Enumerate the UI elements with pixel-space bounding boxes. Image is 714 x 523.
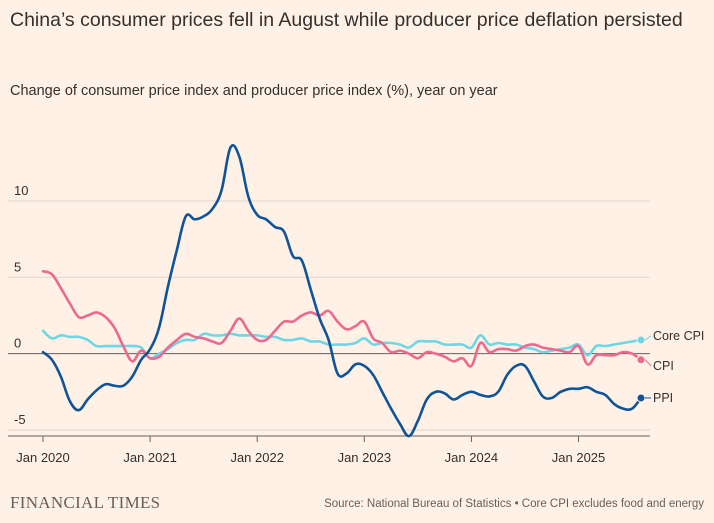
core-cpi-line <box>41 329 643 360</box>
chart-subtitle: Change of consumer price index and produ… <box>10 83 498 99</box>
separator-dot: • <box>514 498 519 510</box>
y-tick-label: -5 <box>14 412 26 427</box>
x-tick-label: Jan 2025 <box>552 450 606 465</box>
footnote-text: Core CPI excludes food and energy <box>521 498 704 510</box>
y-tick-label: 10 <box>14 183 28 198</box>
source-note: Source: National Bureau of Statistics • … <box>324 498 704 510</box>
cpi-label-leader <box>644 359 652 367</box>
x-tick-label: Jan 2022 <box>230 450 284 465</box>
ppi-line <box>41 143 643 438</box>
cpi-endpoint-marker <box>636 355 646 365</box>
core-cpi-endpoint-marker <box>636 335 646 345</box>
core-cpi-label-leader <box>644 335 652 341</box>
series-labels: Core CPI CPI PPI <box>644 329 704 405</box>
ft-brand-logo: FINANCIAL TIMES <box>10 493 161 512</box>
cpi-line <box>41 269 643 368</box>
y-tick-label: 5 <box>14 259 21 274</box>
grid-lines <box>8 200 650 431</box>
ppi-endpoint-marker <box>636 393 646 403</box>
x-tick-label: Jan 2021 <box>123 450 177 465</box>
cpi-series-label: CPI <box>653 359 674 373</box>
x-tick-label: Jan 2024 <box>445 450 499 465</box>
x-axis: Jan 2020 Jan 2021 Jan 2022 Jan 2023 Jan 2024… <box>8 435 650 465</box>
x-tick-label: Jan 2020 <box>16 450 70 465</box>
series-lines <box>41 143 646 438</box>
x-tick-label: Jan 2023 <box>338 450 392 465</box>
source-text: Source: National Bureau of Statistics <box>324 498 512 510</box>
chart-title: China’s consumer prices fell in August w… <box>10 9 683 31</box>
y-axis: 10 5 0 -5 <box>14 183 28 427</box>
ppi-series-label: PPI <box>653 391 673 405</box>
y-tick-label: 0 <box>14 336 21 351</box>
core-cpi-series-label: Core CPI <box>653 329 704 343</box>
